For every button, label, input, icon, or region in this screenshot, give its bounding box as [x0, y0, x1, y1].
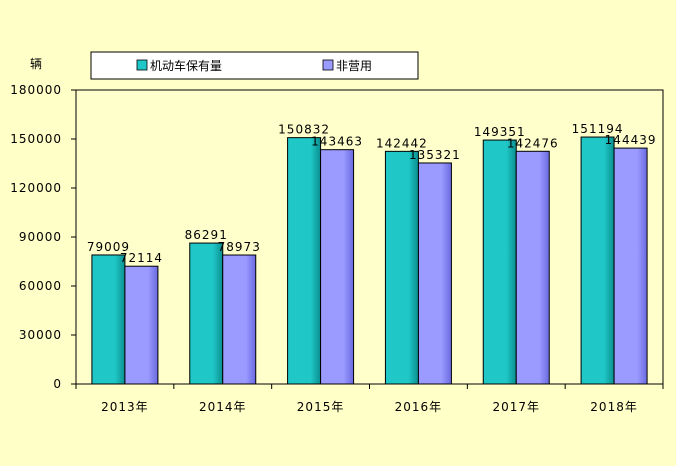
bar-series-1-1 — [189, 242, 224, 385]
data-label-series-2-2: 143463 — [311, 135, 363, 149]
bar-series-2-3 — [417, 162, 452, 385]
legend-label-series-1: 机动车保有量 — [150, 58, 222, 73]
plot-area — [75, 89, 664, 385]
bar-series-1-2 — [287, 137, 322, 385]
y-tick-label: 120000 — [10, 181, 62, 195]
bar-series-1-4 — [482, 139, 517, 385]
y-axis: 0 30000 60000 90000 120000 150000 180000 — [10, 83, 76, 391]
legend: 机动车保有量 非营用 — [90, 51, 419, 80]
bar-series-1-0 — [91, 254, 126, 385]
x-tick-label: 2013年 — [101, 400, 149, 414]
data-label-series-1-1: 86291 — [185, 228, 228, 242]
y-tick-label: 180000 — [10, 83, 62, 97]
data-label-series-2-5: 144439 — [605, 133, 657, 147]
y-tick-label: 60000 — [19, 279, 62, 293]
x-tick-label: 2018年 — [590, 400, 638, 414]
bar-series-2-2 — [320, 149, 355, 385]
y-axis-unit-label: 辆 — [30, 57, 42, 71]
bar-series-1-3 — [384, 150, 419, 385]
data-label-series-2-1: 78973 — [218, 240, 261, 254]
data-label-series-1-3: 142442 — [376, 136, 428, 150]
data-label-series-2-3: 135321 — [409, 148, 461, 162]
x-tick-label: 2016年 — [395, 400, 443, 414]
legend-label-series-2: 非营用 — [336, 59, 372, 73]
data-label-series-1-4: 149351 — [474, 125, 526, 139]
data-label-series-2-0: 72114 — [120, 251, 163, 265]
bar-series-2-0 — [124, 265, 159, 385]
x-tick-label: 2014年 — [199, 400, 247, 414]
y-tick-label: 30000 — [19, 328, 62, 342]
data-label-series-1-2: 150832 — [278, 123, 330, 137]
x-tick-label: 2017年 — [492, 400, 540, 414]
y-tick-label: 90000 — [19, 230, 62, 244]
data-label-series-1-5: 151194 — [572, 122, 624, 136]
legend-swatch-series-2 — [322, 59, 334, 71]
bar-series-1-5 — [580, 136, 615, 385]
bar-series-2-4 — [515, 150, 550, 385]
bars — [91, 136, 648, 385]
y-tick-label: 150000 — [10, 132, 62, 146]
x-axis: 2013年 2014年 2015年 2016年 2017年 2018年 — [75, 384, 664, 414]
x-tick-label: 2015年 — [297, 400, 345, 414]
bar-series-2-5 — [613, 147, 648, 385]
bar-series-2-1 — [222, 254, 257, 385]
data-label-series-1-0: 79009 — [87, 240, 130, 254]
legend-swatch-series-1 — [136, 59, 148, 71]
data-label-series-2-4: 142476 — [507, 136, 559, 150]
y-tick-label: 0 — [53, 377, 62, 391]
